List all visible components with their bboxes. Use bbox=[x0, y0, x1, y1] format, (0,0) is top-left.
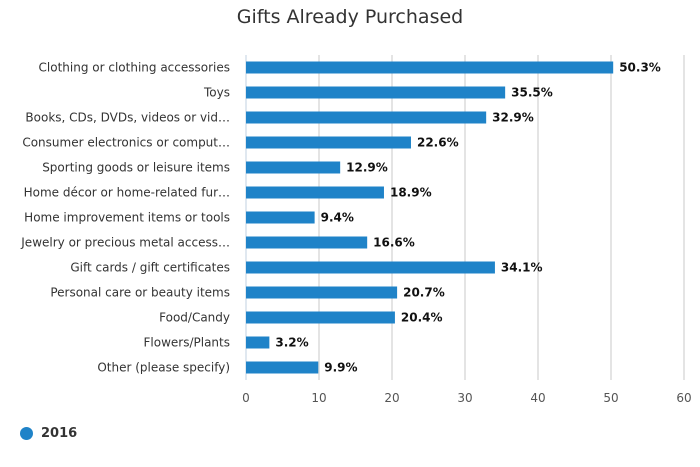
bar-chart: 0 10 20 30 40 50 60 Clothing or clothing access… bbox=[20, 55, 692, 405]
bar[interactable] bbox=[246, 61, 614, 74]
bar[interactable] bbox=[246, 286, 398, 299]
data-label: 16.6% bbox=[373, 236, 415, 250]
data-label: 35.5% bbox=[511, 86, 553, 100]
x-tick-label: 50 bbox=[603, 391, 618, 405]
data-label: 34.1% bbox=[501, 261, 543, 275]
category-label: Flowers/Plants bbox=[144, 336, 231, 350]
x-tick-label: 20 bbox=[384, 391, 399, 405]
data-label: 32.9% bbox=[492, 111, 534, 125]
bar[interactable] bbox=[246, 336, 270, 349]
x-tick-label: 30 bbox=[457, 391, 472, 405]
x-tick-label: 10 bbox=[311, 391, 326, 405]
category-label: Home décor or home-related fur… bbox=[24, 186, 230, 200]
bar[interactable] bbox=[246, 161, 341, 174]
x-tick-label: 0 bbox=[242, 391, 250, 405]
category-label: Food/Candy bbox=[159, 311, 230, 325]
category-label: Gift cards / gift certificates bbox=[70, 261, 230, 275]
data-label: 3.2% bbox=[275, 336, 308, 350]
category-label: Consumer electronics or comput… bbox=[22, 136, 230, 150]
bar[interactable] bbox=[246, 111, 487, 124]
x-tick-label: 40 bbox=[530, 391, 545, 405]
category-label: Home improvement items or tools bbox=[24, 211, 230, 225]
legend-label[interactable]: 2016 bbox=[41, 426, 78, 441]
category-label: Books, CDs, DVDs, videos or vid… bbox=[25, 111, 230, 125]
bar[interactable] bbox=[246, 186, 384, 199]
bar[interactable] bbox=[246, 311, 395, 324]
data-label: 22.6% bbox=[417, 136, 459, 150]
category-label: Sporting goods or leisure items bbox=[42, 161, 230, 175]
bar[interactable] bbox=[246, 136, 411, 149]
data-label: 12.9% bbox=[346, 161, 388, 175]
bar[interactable] bbox=[246, 236, 368, 249]
data-label: 50.3% bbox=[619, 61, 661, 75]
bar[interactable] bbox=[246, 361, 319, 374]
data-label: 20.7% bbox=[403, 286, 445, 300]
category-label: Personal care or beauty items bbox=[50, 286, 230, 300]
data-label: 9.4% bbox=[321, 211, 354, 225]
category-label: Toys bbox=[203, 86, 230, 100]
x-tick-label: 60 bbox=[676, 391, 691, 405]
category-label: Other (please specify) bbox=[97, 361, 230, 375]
data-label: 9.9% bbox=[324, 361, 357, 375]
bar[interactable] bbox=[246, 211, 315, 224]
bar[interactable] bbox=[246, 261, 495, 274]
legend-marker-icon bbox=[20, 427, 33, 440]
bar[interactable] bbox=[246, 86, 506, 99]
category-label: Clothing or clothing accessories bbox=[39, 61, 230, 75]
data-label: 20.4% bbox=[401, 311, 443, 325]
category-label: Jewelry or precious metal access… bbox=[20, 236, 230, 250]
chart-title: Gifts Already Purchased bbox=[236, 6, 464, 28]
legend[interactable]: 2016 bbox=[20, 426, 77, 441]
data-label: 18.9% bbox=[390, 186, 432, 200]
